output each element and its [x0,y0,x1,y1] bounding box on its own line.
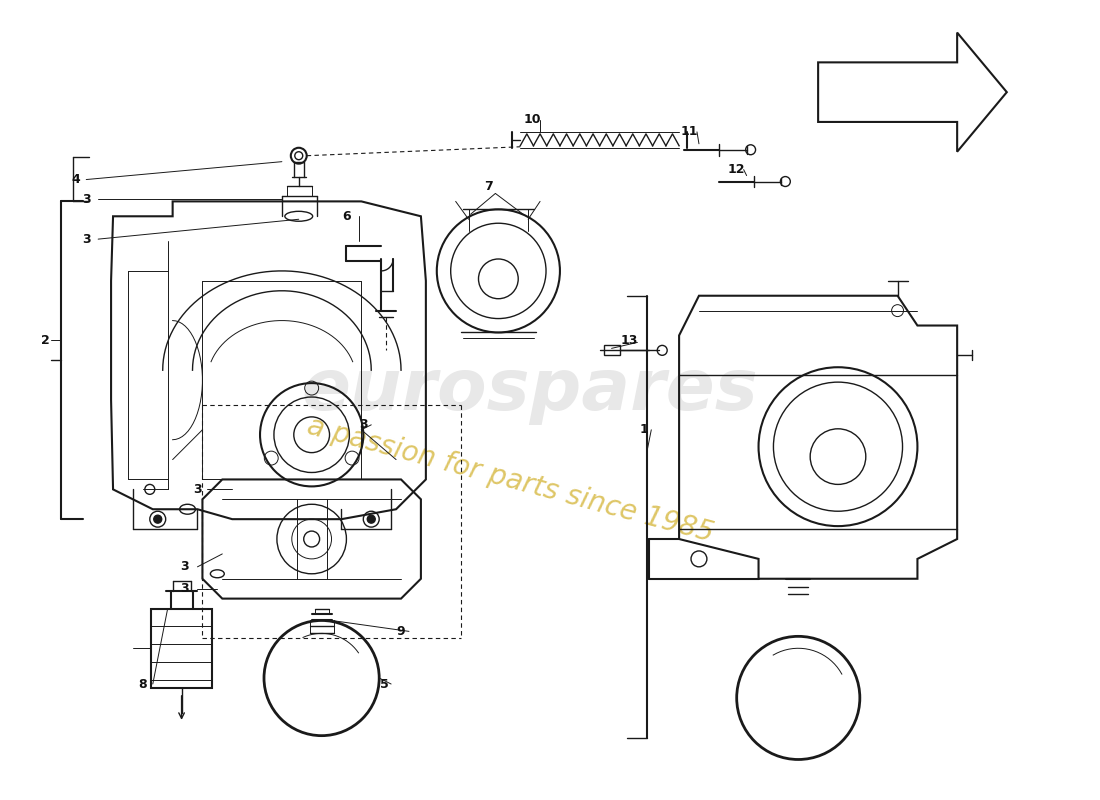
Text: 8: 8 [139,678,147,690]
Text: 10: 10 [524,114,541,126]
Text: a passion for parts since 1985: a passion for parts since 1985 [304,412,716,547]
Text: 9: 9 [397,625,406,638]
Circle shape [154,515,162,523]
Text: 7: 7 [484,180,493,193]
Text: 3: 3 [180,582,189,595]
Text: 3: 3 [81,233,90,246]
Text: 6: 6 [342,210,351,222]
Text: 5: 5 [379,678,388,690]
Text: 3: 3 [81,193,90,206]
Text: 11: 11 [680,126,697,138]
Text: 1: 1 [640,423,649,436]
Text: 12: 12 [728,163,746,176]
Text: 3: 3 [180,560,189,574]
Text: 13: 13 [620,334,638,347]
Circle shape [367,515,375,523]
Text: 3: 3 [194,483,201,496]
Text: eurospares: eurospares [301,355,759,425]
Text: 2: 2 [41,334,50,347]
Text: 3: 3 [359,418,367,431]
Text: 4: 4 [70,173,79,186]
